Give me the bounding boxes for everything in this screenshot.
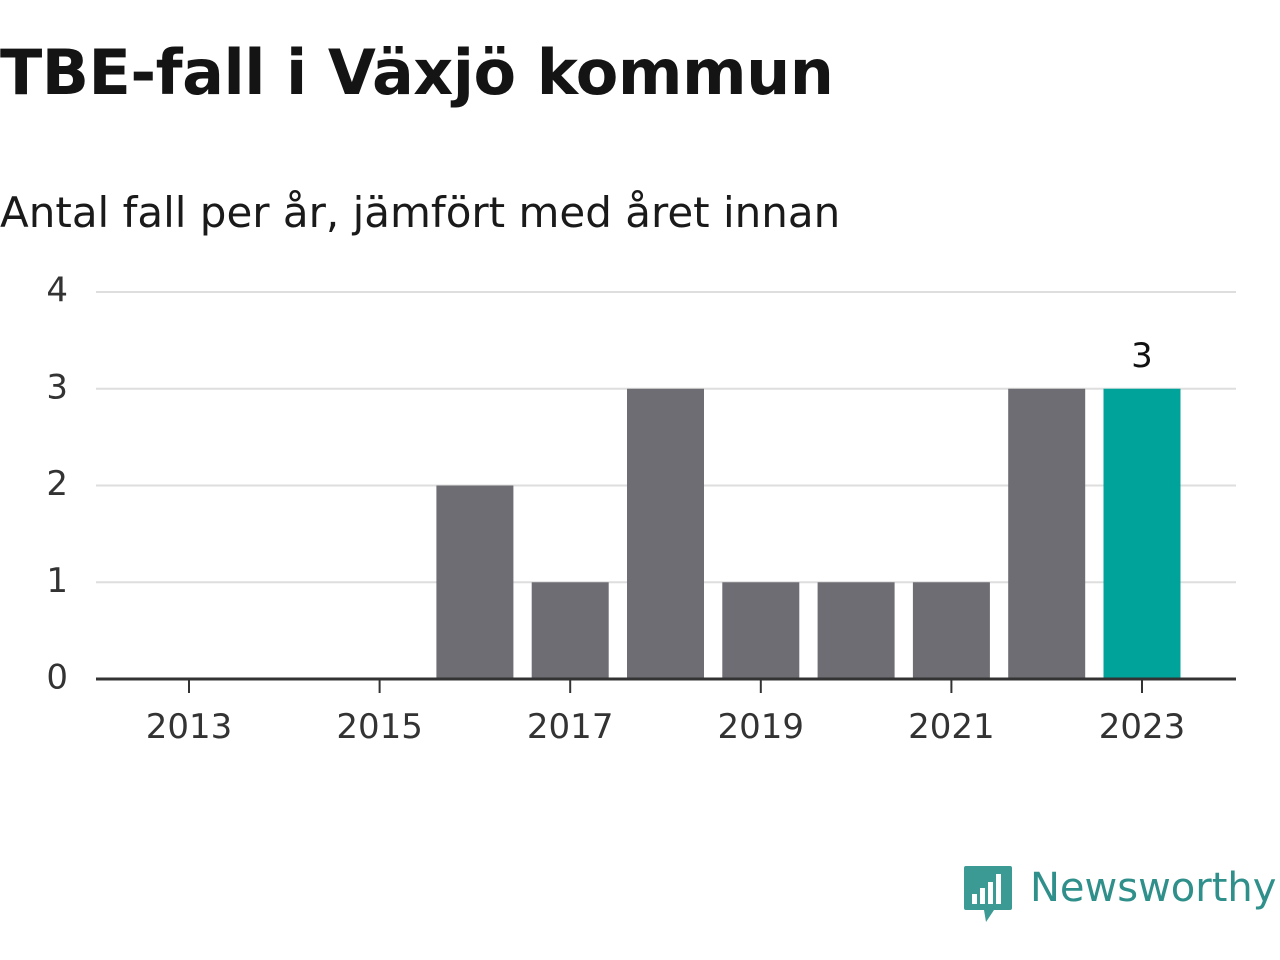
newsworthy-brand: Newsworthy [962,864,1276,926]
bar-2016 [436,485,514,679]
x-tick-label: 2015 [336,707,423,747]
y-tick-label: 0 [46,658,68,698]
bar-2022 [1008,388,1086,679]
x-tick-label: 2021 [908,707,995,747]
x-tick-label: 2019 [718,707,805,747]
bar-2018 [627,388,704,679]
y-tick-label: 3 [46,367,68,407]
brand-name: Newsworthy [1030,865,1277,911]
bar-2017 [531,582,609,679]
x-tick-label: 2017 [527,707,614,747]
data-label: 3 [1131,336,1153,376]
y-tick-label: 4 [46,271,68,311]
x-tick-label: 2013 [146,707,233,747]
bar-2023 [1103,388,1181,679]
y-tick-label: 1 [46,561,68,601]
newsworthy-logo-icon [964,866,1012,922]
chart-title: TBE-fall i Växjö kommun [0,36,834,109]
bar-2021 [912,582,990,679]
bar-2019 [722,582,800,679]
x-tick-label: 2023 [1099,707,1186,747]
chart-subtitle: Antal fall per år, jämfört med året inna… [0,188,841,237]
bar-chart: 0 1 2 3 4 3 2013 2015 2017 2019 2021 2023 [46,271,1236,747]
y-tick-label: 2 [46,464,68,504]
bar-2020 [817,582,895,679]
